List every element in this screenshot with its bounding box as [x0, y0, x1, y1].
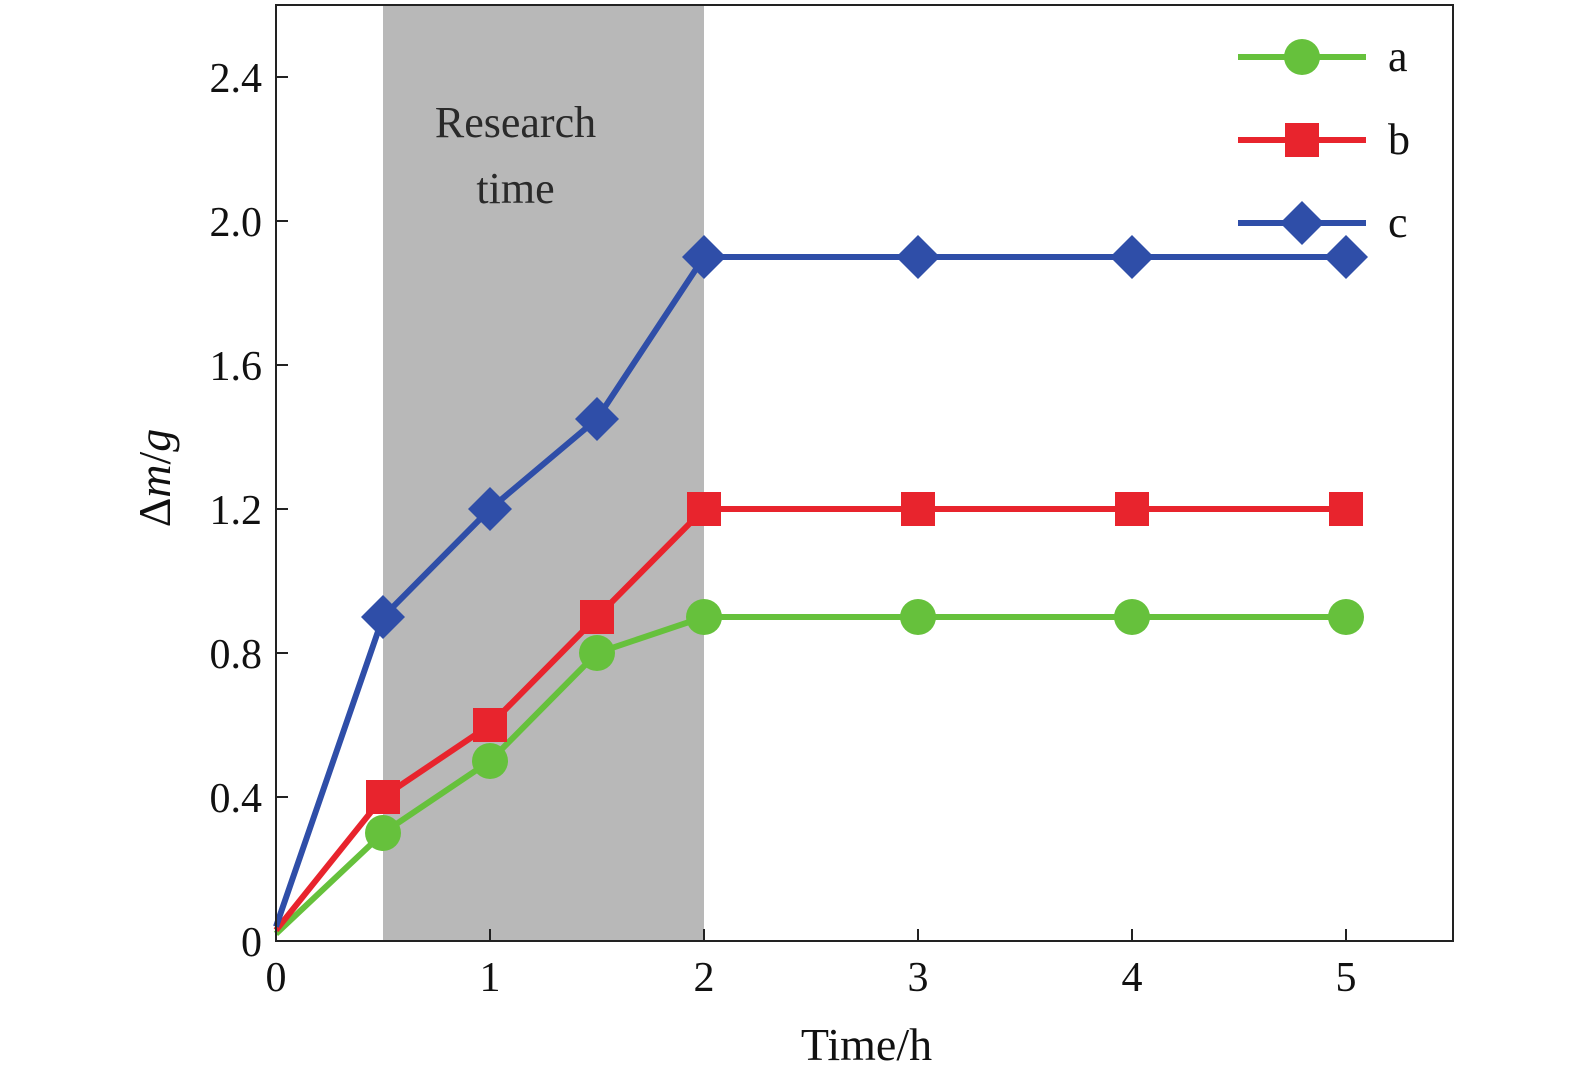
shaded-region-label: Research time	[435, 98, 596, 213]
data-point-c	[682, 235, 726, 279]
legend-item-a: a	[1238, 32, 1408, 81]
legend-label-b: b	[1388, 115, 1410, 164]
data-point-a	[900, 599, 936, 635]
series-b	[273, 492, 1363, 933]
y-tick-label: 2.0	[210, 200, 263, 246]
y-tick-label: 2.4	[210, 56, 263, 102]
data-point-b	[366, 780, 400, 814]
data-point-b	[901, 492, 935, 526]
data-point-c	[575, 397, 619, 441]
series-line-c	[273, 254, 1346, 928]
data-point-a	[1328, 599, 1364, 635]
data-point-c	[896, 235, 940, 279]
legend-marker-a	[1284, 39, 1320, 75]
y-tick-label: 0.8	[210, 632, 263, 678]
y-tick-label: 0.4	[210, 776, 263, 822]
x-tick-label: 1	[480, 955, 501, 1001]
data-point-b	[687, 492, 721, 526]
x-tick-label: 3	[908, 955, 929, 1001]
series-c	[273, 235, 1368, 928]
data-point-a	[686, 599, 722, 635]
y-axis-label: Δm/g	[129, 429, 180, 528]
y-axis-label-part: Δ	[129, 498, 180, 528]
data-point-c	[468, 487, 512, 531]
data-point-b	[580, 600, 614, 634]
y-axis-label-part: m	[129, 464, 180, 497]
data-point-b	[1329, 492, 1363, 526]
plot-frame	[275, 4, 1454, 942]
legend-marker-b	[1285, 123, 1319, 157]
legend-item-c: c	[1238, 198, 1408, 247]
y-axis-label-part: g	[129, 429, 180, 452]
legend-marker-c	[1280, 201, 1324, 245]
shaded-region-layer: Research time	[383, 5, 704, 941]
frame-layer: 0 1 2 3 4 5 0 0.4 0.8 1.2 1.6 2.0 2.4 Time/h Δm/g	[129, 4, 1454, 1070]
shaded-region-label-line: Research	[435, 98, 596, 147]
series-a	[273, 599, 1364, 936]
x-axis-label: Time/h	[801, 1019, 932, 1070]
shaded-region-label-line: time	[476, 164, 554, 213]
data-point-a	[1114, 599, 1150, 635]
legend-label-a: a	[1388, 32, 1408, 81]
data-point-a	[365, 815, 401, 851]
series-line-a	[273, 614, 1346, 936]
y-tick-label: 1.6	[210, 344, 263, 390]
data-point-a	[579, 635, 615, 671]
data-point-c	[1324, 235, 1368, 279]
data-point-a	[472, 743, 508, 779]
legend-label-c: c	[1388, 198, 1408, 247]
x-tick-label: 2	[694, 955, 715, 1001]
data-point-b	[1115, 492, 1149, 526]
data-point-c	[361, 595, 405, 639]
y-tick-label: 1.2	[210, 488, 263, 534]
x-tick-label: 4	[1122, 955, 1143, 1001]
series-line-b	[273, 506, 1346, 933]
data-point-b	[473, 708, 507, 742]
x-tick-label: 5	[1336, 955, 1357, 1001]
y-axis-label-part: /	[129, 451, 180, 464]
data-point-c	[1110, 235, 1154, 279]
legend-item-b: b	[1238, 115, 1410, 164]
legend: abc	[1238, 32, 1410, 247]
y-tick-label: 0	[241, 920, 262, 966]
shaded-region	[383, 5, 704, 941]
x-tick-label: 0	[266, 955, 287, 1001]
series-layer	[273, 235, 1368, 936]
